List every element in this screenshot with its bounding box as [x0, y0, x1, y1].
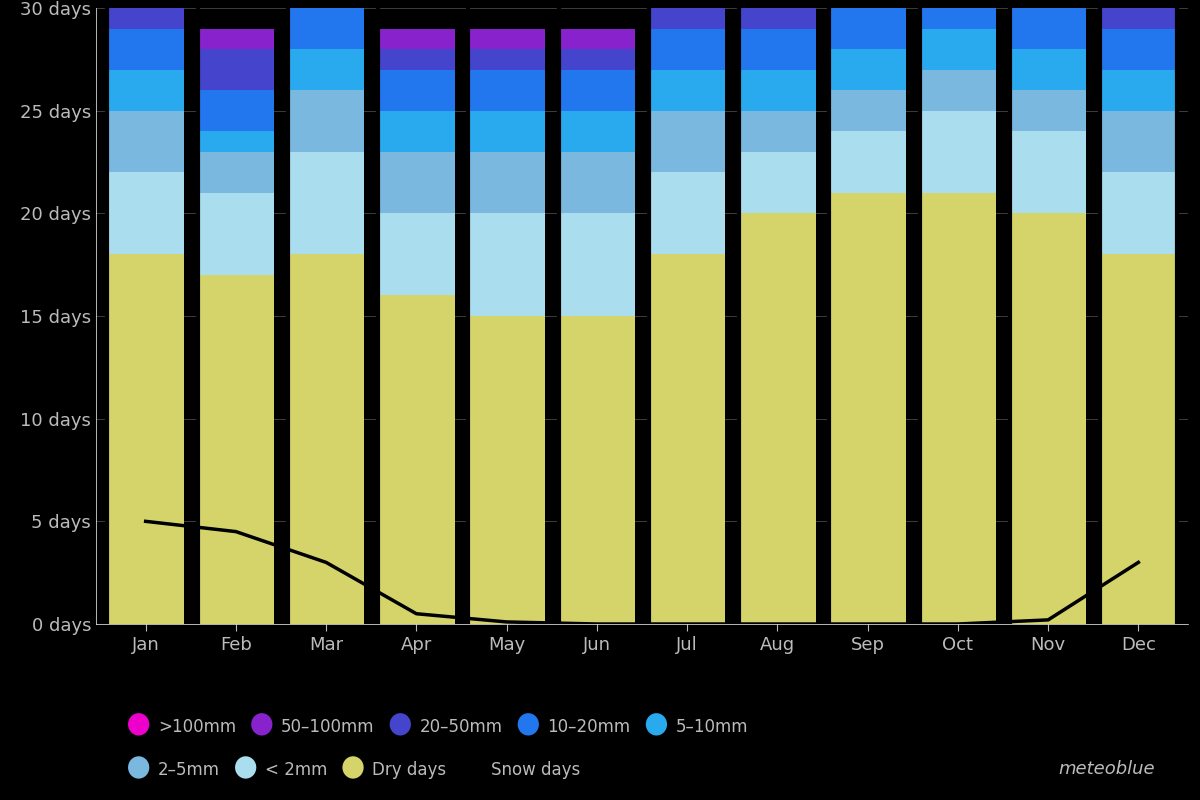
Bar: [829, 90, 906, 131]
Bar: [558, 49, 635, 70]
Bar: [468, 214, 545, 316]
Bar: [468, 49, 545, 70]
Bar: [1009, 49, 1086, 90]
Bar: [107, 8, 184, 29]
Bar: [558, 70, 635, 110]
Bar: [1100, 254, 1177, 624]
Bar: [198, 193, 275, 275]
Bar: [107, 254, 184, 624]
Bar: [468, 316, 545, 624]
Bar: [378, 214, 455, 295]
Bar: [468, 110, 545, 152]
Bar: [1009, 131, 1086, 214]
Bar: [198, 131, 275, 152]
Bar: [919, 110, 996, 193]
Bar: [378, 70, 455, 110]
Bar: [198, 152, 275, 193]
Bar: [739, 214, 816, 624]
Bar: [378, 110, 455, 152]
Bar: [378, 295, 455, 624]
Bar: [198, 49, 275, 90]
Bar: [107, 29, 184, 70]
Bar: [558, 152, 635, 214]
Bar: [558, 214, 635, 316]
Text: meteoblue: meteoblue: [1058, 760, 1156, 778]
Bar: [468, 29, 545, 49]
Bar: [468, 152, 545, 214]
Bar: [288, 152, 365, 254]
Bar: [558, 29, 635, 49]
Bar: [107, 110, 184, 172]
Bar: [1009, 214, 1086, 624]
Bar: [1100, 0, 1177, 8]
Bar: [829, 49, 906, 90]
Bar: [198, 90, 275, 131]
Bar: [829, 131, 906, 193]
Bar: [829, 8, 906, 49]
Bar: [1100, 172, 1177, 254]
Bar: [739, 29, 816, 70]
Bar: [1100, 70, 1177, 110]
Legend: 2–5mm, < 2mm, Dry days, Snow days: 2–5mm, < 2mm, Dry days, Snow days: [126, 761, 581, 779]
Bar: [829, 193, 906, 624]
Bar: [1009, 0, 1086, 8]
Bar: [739, 8, 816, 29]
Bar: [468, 70, 545, 110]
Bar: [198, 275, 275, 624]
Bar: [558, 316, 635, 624]
Bar: [649, 70, 726, 110]
Bar: [1100, 29, 1177, 70]
Bar: [919, 0, 996, 29]
Bar: [739, 152, 816, 214]
Bar: [288, 49, 365, 90]
Bar: [288, 8, 365, 49]
Bar: [919, 29, 996, 70]
Bar: [1009, 8, 1086, 49]
Bar: [649, 8, 726, 29]
Bar: [739, 110, 816, 152]
Bar: [649, 110, 726, 172]
Bar: [558, 110, 635, 152]
Bar: [1009, 90, 1086, 131]
Bar: [1100, 8, 1177, 29]
Bar: [378, 49, 455, 70]
Bar: [649, 172, 726, 254]
Bar: [919, 193, 996, 624]
Bar: [198, 29, 275, 49]
Bar: [919, 70, 996, 110]
Bar: [288, 90, 365, 152]
Bar: [649, 254, 726, 624]
Bar: [378, 29, 455, 49]
Bar: [739, 70, 816, 110]
Bar: [288, 0, 365, 8]
Bar: [649, 29, 726, 70]
Bar: [107, 172, 184, 254]
Bar: [288, 254, 365, 624]
Bar: [1100, 110, 1177, 172]
Bar: [378, 152, 455, 214]
Bar: [107, 70, 184, 110]
